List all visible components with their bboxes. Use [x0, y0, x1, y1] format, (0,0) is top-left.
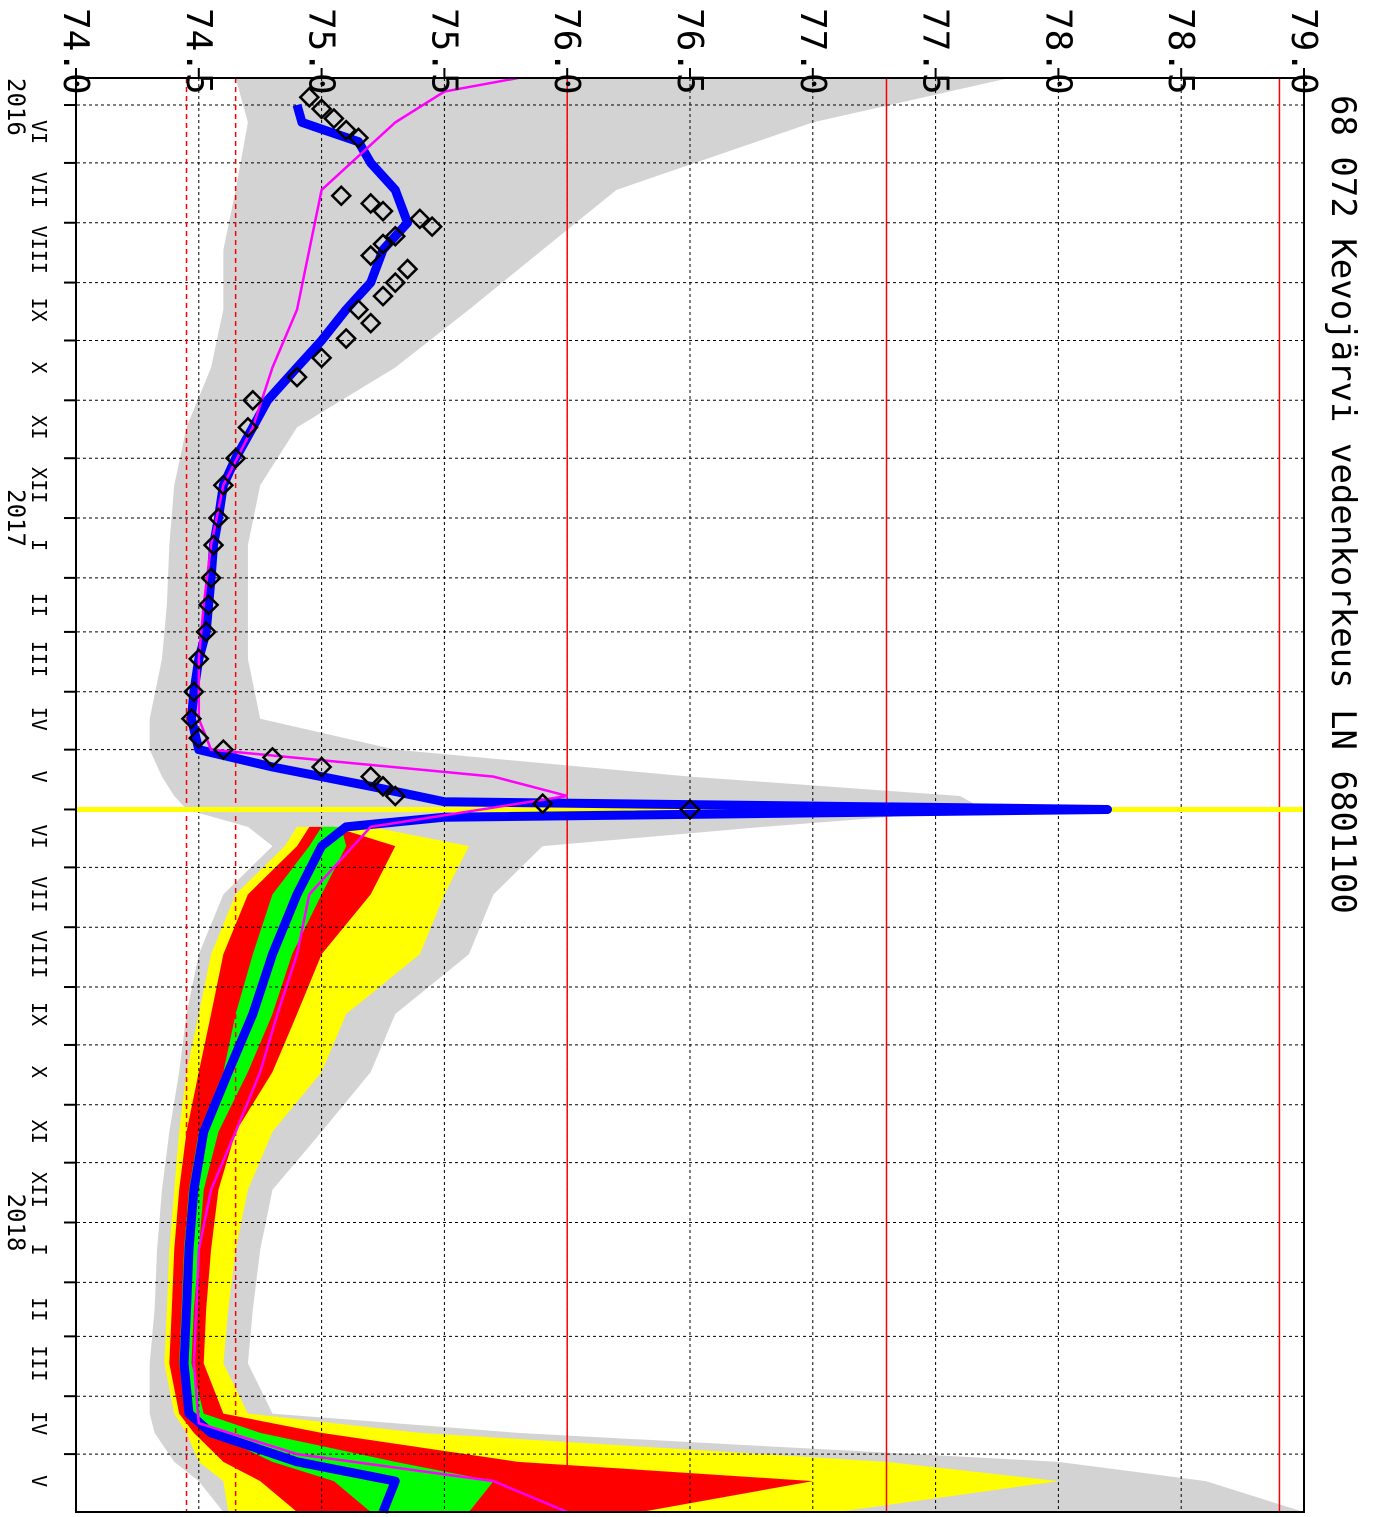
chart-title: 68 072 Kevojärvi vedenkorkeus LN 6801100: [1323, 95, 1363, 914]
axes: 74.0 74.5 75.0 75.5 76.0 76.5 77.0 77.5 78.0 78.5…: [2, 8, 1324, 1513]
observation-marker: [335, 327, 357, 350]
y-tick-label-1: 74.5: [178, 8, 219, 95]
x-year-label-1: 2017: [2, 489, 30, 547]
observation-marker: [359, 244, 382, 267]
observation-marker: [183, 680, 205, 703]
x-month-label-0: VI: [27, 120, 51, 144]
plot-area: [75, 76, 1305, 1514]
x-year-label-2: 2018: [2, 1194, 30, 1252]
observation-marker: [310, 756, 333, 778]
observation-marker: [261, 746, 284, 769]
x-month-label-11: V: [27, 771, 51, 783]
x-month-label-21: III: [27, 1345, 51, 1381]
observation-marker: [384, 225, 407, 248]
observation-marker: [335, 119, 357, 141]
y-tick-label-9: 78.5: [1160, 8, 1201, 95]
observation-marker: [372, 285, 394, 307]
x-month-label-19: I: [27, 1243, 51, 1255]
observation-marker: [359, 192, 382, 215]
x-month-label-16: X: [27, 1066, 51, 1078]
x-month-label-1: VII: [27, 172, 51, 208]
observation-marker: [384, 271, 407, 294]
observation-marker: [359, 312, 382, 334]
x-month-label-18: XII: [27, 1172, 51, 1208]
observation-marker: [421, 215, 443, 238]
y-tick-label-3: 75.5: [423, 8, 464, 95]
observation-marker: [372, 233, 394, 255]
observation-marker: [188, 727, 210, 749]
observation-marker: [384, 785, 407, 807]
x-month-label-15: IX: [27, 1002, 51, 1026]
observation-marker: [195, 621, 217, 643]
observation-marker: [242, 389, 264, 412]
x-month-label-9: III: [27, 641, 51, 677]
y-tick-label-0: 74.0: [55, 8, 96, 95]
observation-marker: [409, 208, 431, 230]
x-month-label-2: VIII: [27, 226, 51, 274]
observation-marker: [359, 765, 382, 788]
envelope-band: [149, 78, 1304, 1512]
observation-marker: [372, 200, 394, 222]
x-month-label-14: VIII: [27, 930, 51, 978]
observation-marker: [310, 347, 333, 369]
observation-marker: [330, 184, 353, 207]
observation-marker: [310, 98, 333, 120]
y-tick-label-5: 76.5: [669, 8, 710, 95]
observation-marker: [224, 447, 247, 469]
x-month-label-4: X: [27, 361, 51, 373]
observed-series-line: [179, 103, 1113, 1514]
observation-marker: [197, 594, 220, 616]
x-month-label-5: XI: [27, 415, 51, 439]
observation-marker: [679, 798, 701, 821]
observation-marker: [207, 507, 230, 529]
observation-marker: [202, 534, 225, 556]
observation-marker: [286, 366, 308, 388]
y-tick-label-6: 77.0: [792, 8, 833, 95]
x-month-label-22: IV: [27, 1411, 51, 1435]
observation-marker: [347, 298, 370, 321]
x-month-label-3: IX: [27, 298, 51, 322]
y-tick-label-2: 75.0: [301, 8, 342, 95]
y-tick-label-4: 76.0: [546, 8, 587, 95]
x-month-label-17: XI: [27, 1120, 51, 1144]
x-month-label-6: XII: [27, 467, 51, 503]
x-month-label-13: VII: [27, 876, 51, 912]
observation-marker: [323, 107, 345, 130]
mean-series-line: [192, 76, 568, 1514]
x-month-label-8: II: [27, 593, 51, 617]
y-tick-label-10: 79.0: [1283, 8, 1324, 95]
x-month-label-12: VI: [27, 824, 51, 848]
observation-marker: [180, 707, 203, 730]
x-month-label-20: II: [27, 1297, 51, 1321]
x-month-label-23: V: [27, 1475, 51, 1487]
y-tick-label-8: 78.0: [1037, 8, 1078, 95]
observation-marker: [372, 775, 394, 798]
observation-marker: [212, 738, 235, 761]
observation-marker: [531, 792, 554, 815]
x-month-label-7: I: [27, 539, 51, 551]
observation-marker: [188, 648, 210, 670]
observation-marker: [237, 416, 259, 439]
observation-marker: [200, 567, 222, 589]
observation-marker: [396, 258, 419, 280]
observation-marker: [298, 86, 321, 109]
y-tick-label-7: 77.5: [915, 8, 956, 95]
x-year-label-0: 2016: [2, 78, 30, 136]
observation-marker: [347, 127, 370, 149]
x-month-label-10: IV: [27, 707, 51, 731]
observation-marker: [212, 474, 235, 497]
